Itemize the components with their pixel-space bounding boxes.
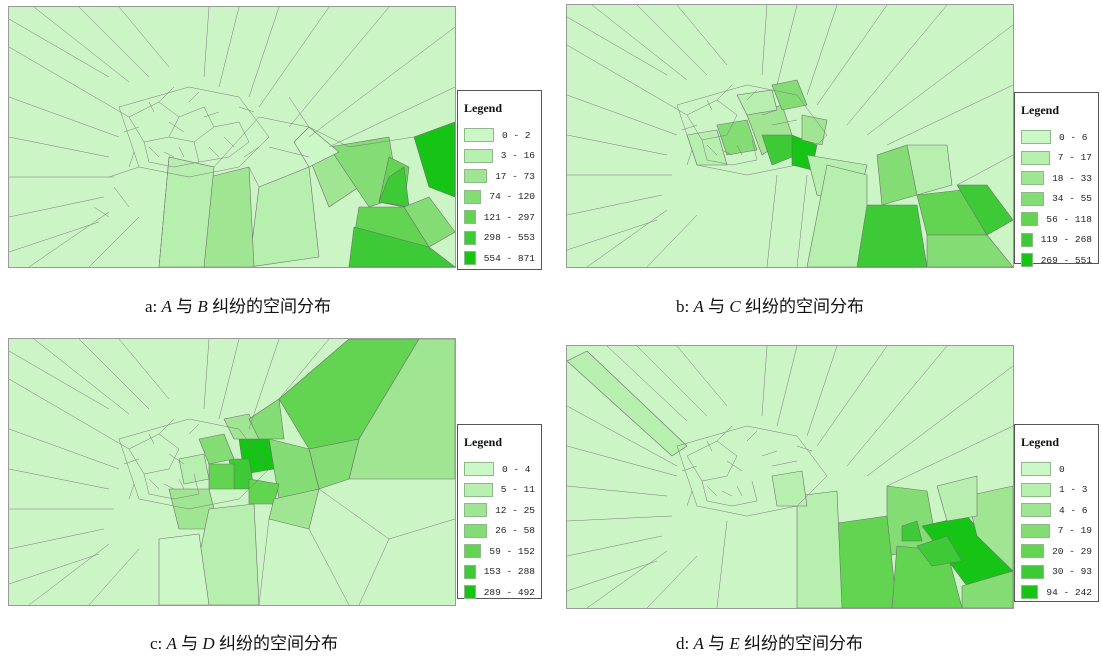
legend-item: 56 - 118 bbox=[1021, 209, 1092, 230]
map-c-lines bbox=[9, 339, 455, 605]
legend-item: 4 - 6 bbox=[1021, 500, 1092, 521]
legend-item: 269 - 551 bbox=[1021, 250, 1092, 271]
voronoi-map-a bbox=[9, 7, 455, 267]
legend-item: 7 - 17 bbox=[1021, 148, 1092, 169]
legend-item: 121 - 297 bbox=[464, 207, 535, 228]
voronoi-map-d bbox=[567, 346, 1013, 608]
legend-b: Legend 0 - 6 7 - 17 18 - 33 34 - 55 56 -… bbox=[1014, 92, 1099, 268]
legend-item: 94 - 242 bbox=[1021, 582, 1092, 603]
legend-a: Legend 0 - 2 3 - 16 17 - 73 74 - 120 121… bbox=[457, 90, 542, 270]
map-b-regions bbox=[686, 79, 1013, 267]
legend-item: 298 - 553 bbox=[464, 228, 535, 249]
legend-item: 119 - 268 bbox=[1021, 230, 1092, 251]
map-d-lines bbox=[567, 346, 1013, 608]
legend-swatch bbox=[1021, 585, 1039, 600]
legend-swatch bbox=[464, 230, 476, 245]
legend-swatch bbox=[464, 564, 476, 579]
legend-item: 289 - 492 bbox=[464, 582, 535, 603]
legend-item: 5 - 11 bbox=[464, 480, 535, 501]
legend-swatch bbox=[464, 585, 476, 600]
legend-title: Legend bbox=[1021, 103, 1060, 117]
legend-swatch bbox=[464, 544, 482, 559]
legend-swatch bbox=[464, 210, 476, 225]
legend-item: 18 - 33 bbox=[1021, 168, 1092, 189]
legend-item: 17 - 73 bbox=[464, 166, 535, 187]
legend-item: 0 - 6 bbox=[1021, 127, 1092, 148]
map-a-regions bbox=[158, 121, 455, 267]
legend-swatch bbox=[1021, 212, 1039, 227]
legend-title: Legend bbox=[464, 435, 503, 449]
legend-item: 153 - 288 bbox=[464, 562, 535, 583]
legend-swatch bbox=[464, 189, 482, 204]
legend-title: Legend bbox=[1021, 435, 1060, 449]
legend-swatch bbox=[464, 128, 494, 143]
legend-swatch bbox=[1021, 130, 1051, 145]
legend-item: 20 - 29 bbox=[1021, 541, 1092, 562]
map-b-lines bbox=[567, 5, 1013, 267]
legend-swatch bbox=[464, 503, 488, 518]
legend-item: 554 - 871 bbox=[464, 248, 535, 269]
legend-item: 7 - 19 bbox=[1021, 521, 1092, 542]
map-panel-d bbox=[566, 345, 1014, 609]
legend-item: 0 - 4 bbox=[464, 459, 535, 480]
legend-swatch bbox=[1021, 232, 1033, 247]
legend-swatch bbox=[1021, 171, 1045, 186]
legend-swatch bbox=[1021, 503, 1051, 518]
legend-swatch bbox=[1021, 482, 1051, 497]
legend-swatch bbox=[1021, 523, 1050, 538]
voronoi-map-c bbox=[9, 339, 455, 605]
legend-item: 74 - 120 bbox=[464, 187, 535, 208]
legend-d: Legend 0 1 - 3 4 - 6 7 - 19 20 - 29 30 -… bbox=[1014, 424, 1099, 602]
map-a-lines bbox=[9, 7, 455, 267]
legend-item: 34 - 55 bbox=[1021, 189, 1092, 210]
legend-swatch bbox=[1021, 462, 1051, 477]
voronoi-map-b bbox=[567, 5, 1013, 267]
map-panel-a bbox=[8, 6, 456, 268]
legend-c: Legend 0 - 4 5 - 11 12 - 25 26 - 58 59 -… bbox=[457, 424, 542, 600]
legend-swatch bbox=[464, 169, 488, 184]
map-panel-b bbox=[566, 4, 1014, 268]
caption-b: b: A 与 C 纠纷的空间分布 bbox=[676, 297, 864, 316]
legend-item: 30 - 93 bbox=[1021, 562, 1092, 583]
caption-c: c: A 与 D 纠纷的空间分布 bbox=[150, 634, 338, 653]
legend-swatch bbox=[464, 462, 494, 477]
legend-item: 0 - 2 bbox=[464, 125, 535, 146]
legend-swatch bbox=[464, 251, 476, 266]
legend-swatch bbox=[464, 482, 493, 497]
legend-item: 59 - 152 bbox=[464, 541, 535, 562]
map-d-regions bbox=[567, 350, 1013, 608]
legend-swatch bbox=[464, 148, 493, 163]
legend-item: 12 - 25 bbox=[464, 500, 535, 521]
legend-swatch bbox=[1021, 191, 1045, 206]
legend-swatch bbox=[1021, 150, 1050, 165]
map-panel-c bbox=[8, 338, 456, 606]
legend-item: 26 - 58 bbox=[464, 521, 535, 542]
legend-title: Legend bbox=[464, 101, 503, 115]
map-c-regions bbox=[158, 339, 455, 605]
legend-swatch bbox=[1021, 564, 1045, 579]
legend-item: 3 - 16 bbox=[464, 146, 535, 167]
caption-d: d: A 与 E 纠纷的空间分布 bbox=[676, 634, 864, 653]
legend-swatch bbox=[1021, 253, 1033, 268]
caption-a: a: A 与 B 纠纷的空间分布 bbox=[145, 297, 332, 316]
legend-item: 1 - 3 bbox=[1021, 480, 1092, 501]
legend-swatch bbox=[1021, 544, 1045, 559]
legend-swatch bbox=[464, 523, 488, 538]
legend-item: 0 bbox=[1021, 459, 1092, 480]
